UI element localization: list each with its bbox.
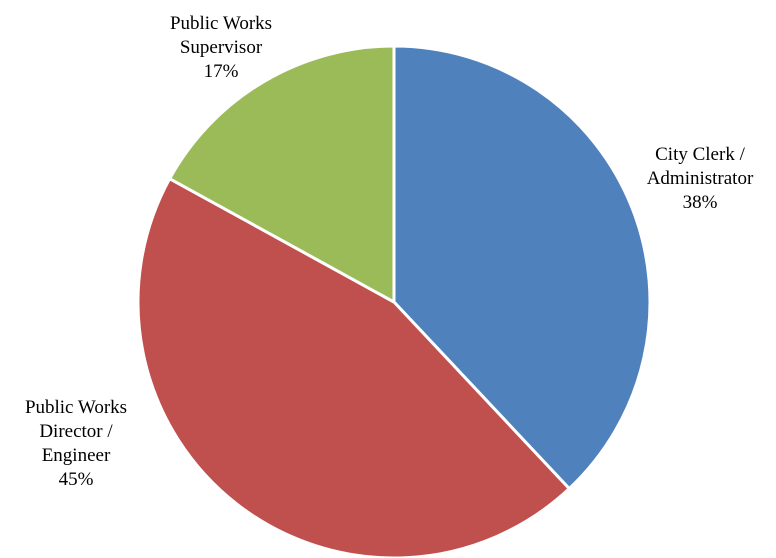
pie-slice-label-0: City Clerk / Administrator 38% [647, 144, 754, 213]
pie-slice-0 [392, 44, 652, 491]
pie-slice-label-line: City Clerk / [655, 144, 745, 165]
pie-slice-value-label: 38% [683, 192, 718, 213]
pie-slice-label-1: Public Works Director / Engineer 45% [25, 397, 127, 490]
pie-slice-label-line: Public Works [170, 13, 272, 34]
pie-slice-label-line: Engineer [42, 445, 111, 466]
pie-slice-label-2: Public Works Supervisor 17% [170, 13, 272, 82]
pie-slice-label-line: Supervisor [180, 37, 263, 58]
pie-slice-1 [136, 177, 571, 558]
pie-slice-2 [168, 44, 396, 304]
pie-slice-value-label: 17% [204, 61, 239, 82]
pie-slice-label-line: Director / [39, 421, 113, 442]
pie-labels: City Clerk / Administrator 38% Public Works… [25, 13, 754, 490]
pie-slice-label-line: Public Works [25, 397, 127, 418]
pie-slices [136, 44, 652, 558]
pie-slice-value-label: 45% [59, 469, 94, 490]
pie-slice-label-line: Administrator [647, 168, 754, 189]
